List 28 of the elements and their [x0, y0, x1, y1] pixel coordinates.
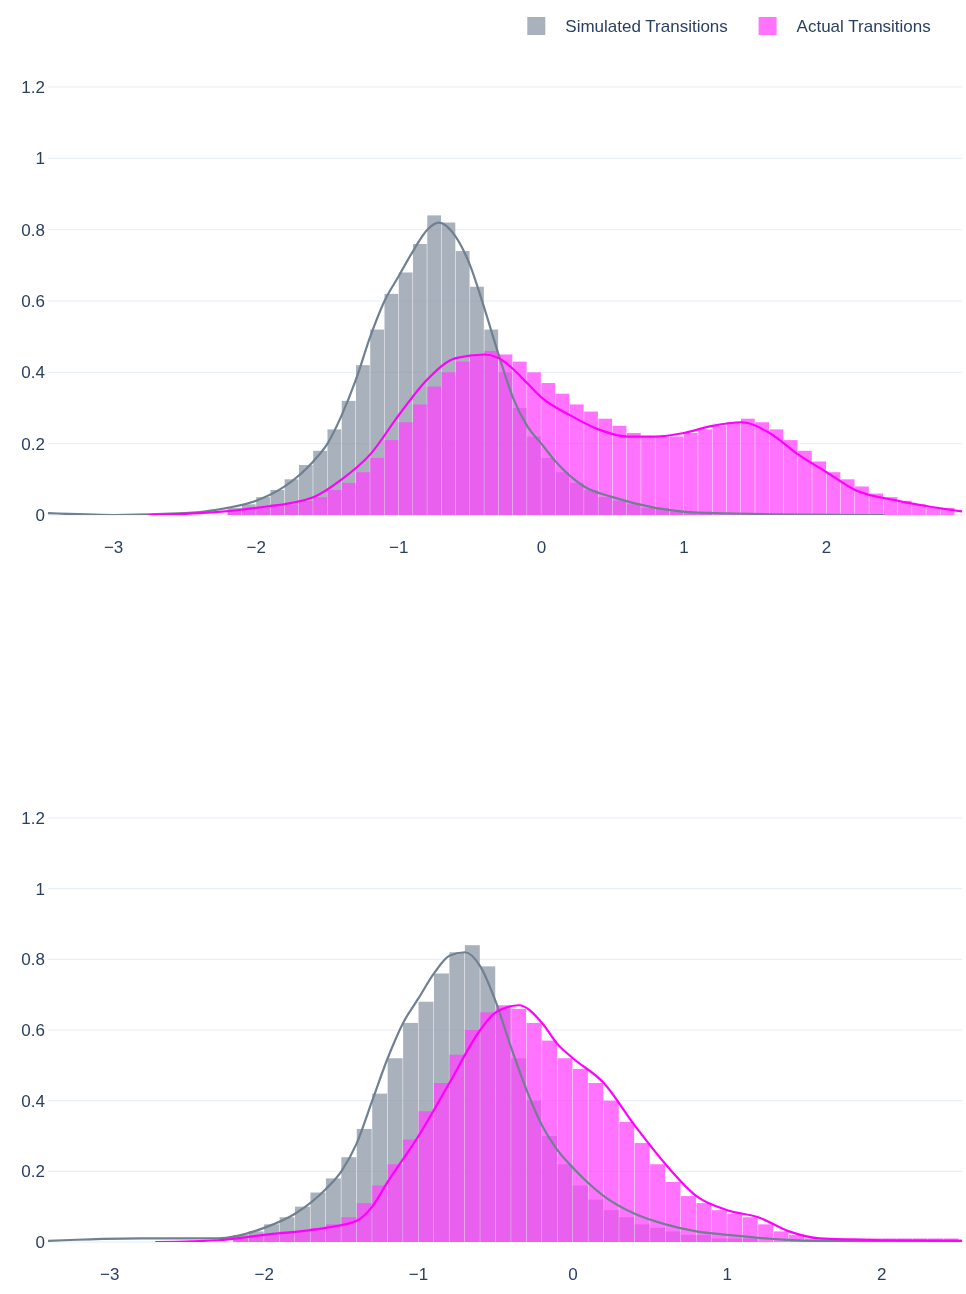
y-tick-label: 0.2	[21, 434, 45, 454]
y-tick-label: 1	[35, 149, 45, 169]
x-tick-label: −3	[103, 538, 124, 557]
y-tick-label: 0.8	[21, 220, 45, 240]
x-tick-label: 1	[722, 1265, 733, 1284]
y-tick-label: 0.4	[21, 1091, 45, 1111]
y-tick-label: 0.8	[21, 950, 45, 970]
x-tick-label: 1	[679, 538, 689, 557]
y-tick-label: 1.2	[21, 808, 45, 828]
x-tick-label: −1	[389, 538, 409, 557]
x-tick-label: −2	[254, 1265, 274, 1284]
x-tick-label: −3	[100, 1265, 120, 1284]
x-tick-label: −1	[408, 1265, 429, 1284]
y-tick-label: 1.2	[21, 77, 45, 97]
x-tick-label: 0	[568, 1265, 578, 1284]
y-tick-label: 0	[35, 1232, 45, 1252]
y-tick-label: 0.2	[21, 1162, 45, 1182]
x-tick-label: 2	[821, 538, 832, 557]
legend-label: Actual Transitions	[796, 16, 931, 36]
x-tick-label: 2	[876, 1265, 887, 1284]
x-tick-label: −2	[246, 538, 266, 557]
y-tick-label: 0.6	[21, 1020, 45, 1040]
y-tick-label: 0.6	[21, 291, 45, 311]
legend-label: Simulated Transitions	[565, 16, 728, 36]
y-tick-label: 1	[35, 879, 45, 899]
x-tick-label: 0	[536, 538, 547, 557]
y-tick-label: 0	[35, 505, 45, 525]
y-tick-label: 0.4	[21, 363, 45, 383]
